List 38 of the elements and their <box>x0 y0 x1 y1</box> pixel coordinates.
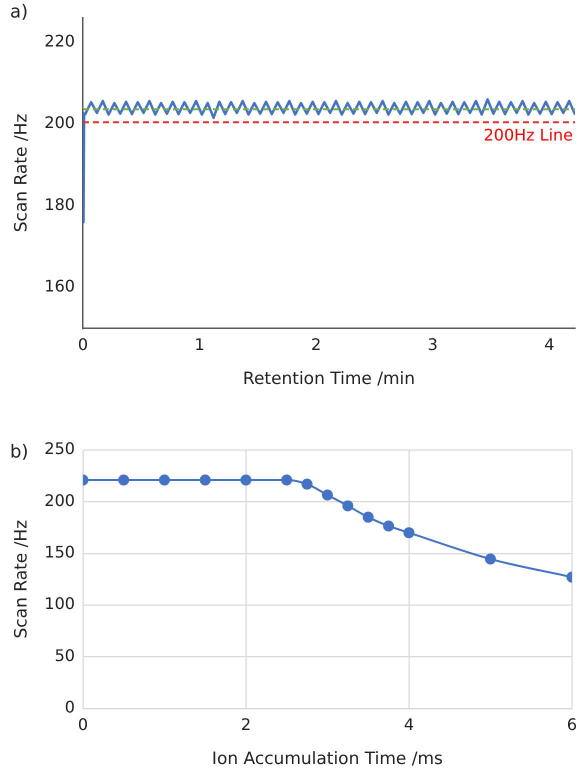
point <box>302 478 313 490</box>
x-tick-label: 2 <box>311 335 322 354</box>
x-tick-label: 2 <box>240 715 252 734</box>
chart-title: a) <box>10 2 28 23</box>
y-tick-label: 200 <box>44 490 75 510</box>
y-axis-title: Scan Rate /Hz <box>12 520 32 638</box>
x-tick-label: 4 <box>544 335 554 354</box>
point <box>322 489 333 500</box>
x-tick-label: 0 <box>78 715 88 734</box>
x-axis-title: Retention Time /min <box>242 369 416 390</box>
point <box>281 474 292 486</box>
y-tick-label: 100 <box>44 594 75 614</box>
y-tick-label: 150 <box>44 542 75 562</box>
y-tick-label: 200 <box>44 113 75 132</box>
x-tick-label: 0 <box>78 335 88 354</box>
point <box>362 512 374 523</box>
y-tick-label: 250 <box>44 439 75 458</box>
point <box>342 500 354 512</box>
point <box>484 554 496 565</box>
point <box>200 474 211 486</box>
y-tick-label: 50 <box>54 646 75 665</box>
y-tick-label: 160 <box>44 276 75 296</box>
point <box>158 474 170 486</box>
x-axis-title: Ion Accumulation Time /ms <box>212 749 444 770</box>
x-tick-label: 3 <box>428 335 438 354</box>
point <box>383 520 394 532</box>
point <box>403 527 414 538</box>
y-tick-label: 180 <box>44 194 75 214</box>
x-tick-label: 6 <box>566 715 578 734</box>
y-tick-label: 220 <box>44 31 75 50</box>
point <box>118 474 130 486</box>
x-tick-label: 1 <box>194 335 205 354</box>
x-tick-label: 4 <box>404 715 414 734</box>
point <box>240 474 252 486</box>
ref-line-label: 200Hz Line <box>484 125 573 144</box>
y-tick-label: 0 <box>64 698 75 717</box>
y-axis-title: Scan Rate /Hz <box>12 114 32 232</box>
chart-title: b) <box>10 442 28 463</box>
